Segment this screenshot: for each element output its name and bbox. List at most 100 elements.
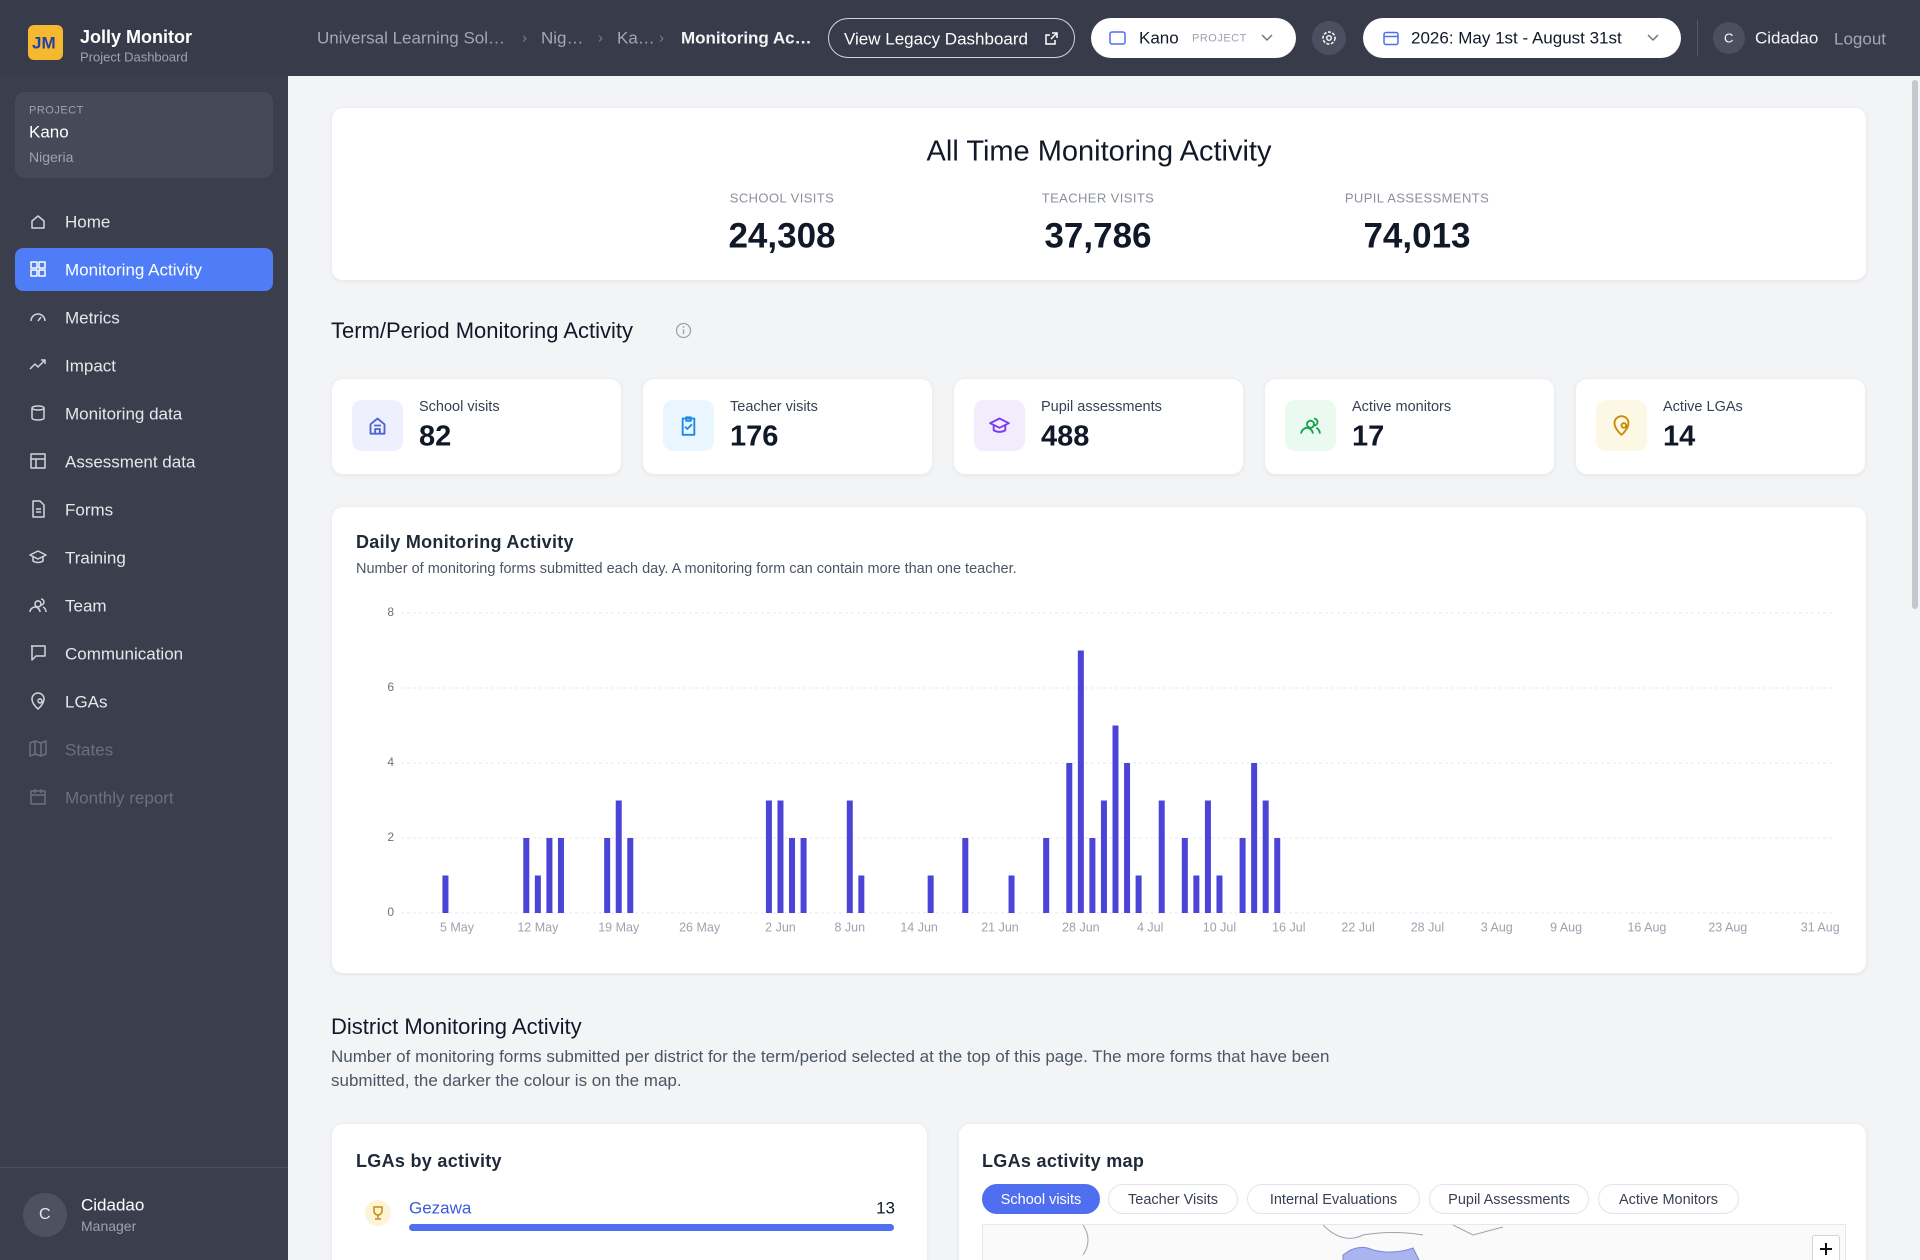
- app-logo[interactable]: JM: [28, 25, 63, 60]
- nav-item[interactable]: Impact: [15, 344, 273, 387]
- bar: [1158, 800, 1165, 913]
- settings-button[interactable]: [1312, 21, 1346, 55]
- section-title: District Monitoring Activity: [331, 1014, 582, 1039]
- stat-value: 17: [1352, 420, 1385, 453]
- user-name: Cidadao: [81, 1195, 145, 1215]
- nav-icon-path: [32, 500, 45, 518]
- x-tick-label: 10 Jul: [1203, 920, 1236, 934]
- nav-item[interactable]: Assessment data: [15, 440, 273, 483]
- bar: [777, 800, 784, 913]
- breadcrumb[interactable]: Nig…: [541, 28, 584, 48]
- info-icon[interactable]: [675, 322, 692, 339]
- calendar-icon: [1383, 31, 1399, 46]
- nav-icon: [31, 692, 45, 710]
- breadcrumb[interactable]: Universal Learning Sol…: [317, 28, 506, 48]
- stat-icon-path: [1613, 415, 1630, 436]
- bar: [615, 800, 622, 913]
- bar: [523, 838, 530, 913]
- stat-value: 14: [1663, 420, 1696, 453]
- y-tick-label: 4: [387, 755, 394, 769]
- bar: [1239, 838, 1246, 913]
- breadcrumb-separator: ›: [598, 29, 603, 47]
- project-tag: PROJECT: [1192, 32, 1247, 45]
- nav-item[interactable]: LGAs: [15, 680, 273, 723]
- nav-icon-path: [29, 550, 47, 564]
- nav-icon: [29, 598, 47, 613]
- map-tab[interactable]: Pupil Assessments: [1429, 1184, 1589, 1214]
- stat-label: Active monitors: [1352, 398, 1452, 415]
- map-tab[interactable]: Internal Evaluations: [1247, 1184, 1420, 1214]
- nav-item[interactable]: Team: [15, 584, 273, 627]
- nav-item[interactable]: Training: [15, 536, 273, 579]
- stat-value: 24,308: [728, 216, 836, 256]
- bar: [1100, 800, 1107, 913]
- user-role: Manager: [81, 1218, 137, 1234]
- stat-icon-path: [989, 417, 1010, 433]
- nav-item[interactable]: Monitoring Activity: [15, 248, 273, 291]
- bar: [846, 800, 853, 913]
- date-range-selector[interactable]: 2026: May 1st - August 31st: [1363, 18, 1681, 58]
- logout-link[interactable]: Logout: [1834, 29, 1886, 49]
- bar: [534, 875, 541, 913]
- nav-item[interactable]: States: [15, 728, 273, 771]
- nav-icon: [30, 313, 46, 322]
- nav-label: Monthly report: [65, 788, 174, 808]
- bar: [1112, 725, 1119, 913]
- user-avatar[interactable]: C: [23, 1193, 67, 1237]
- breadcrumb[interactable]: Ka…: [617, 28, 655, 48]
- bar: [546, 838, 553, 913]
- folder-icon: [1109, 31, 1126, 45]
- nav-label: Home: [65, 212, 111, 232]
- nav-icon-path: [31, 645, 46, 661]
- scrollbar-track: [1910, 76, 1920, 1260]
- bar: [927, 875, 934, 913]
- nav-label: Monitoring Activity: [65, 260, 202, 280]
- nav-icon: [29, 740, 47, 757]
- stat-label: PUPIL ASSESSMENTS: [1344, 190, 1490, 206]
- map-tab[interactable]: Teacher Visits: [1108, 1184, 1238, 1214]
- nav-icon: [29, 550, 47, 564]
- nav-item[interactable]: Monthly report: [15, 776, 273, 819]
- stat-label: Teacher visits: [730, 398, 818, 415]
- avatar-initial: C: [39, 1206, 51, 1223]
- bar: [1043, 838, 1050, 913]
- map-tab[interactable]: School visits: [982, 1184, 1100, 1214]
- nav-icon-path: [30, 789, 46, 805]
- stat-label: Active LGAs: [1663, 398, 1743, 415]
- stat-icon-glyph: [989, 417, 1010, 433]
- nav-icon: [30, 789, 46, 805]
- nav-item[interactable]: Home: [15, 200, 273, 243]
- tab-label: Active Monitors: [1618, 1191, 1719, 1208]
- legacy-dashboard-button[interactable]: View Legacy Dashboard: [828, 18, 1075, 58]
- zoom-in-button[interactable]: [1812, 1235, 1840, 1260]
- nav-icon-path: [31, 692, 45, 710]
- breadcrumb-separator: ›: [659, 29, 664, 47]
- stat-card: Active monitors 17: [1264, 378, 1555, 475]
- section-title: Term/Period Monitoring Activity: [331, 318, 633, 343]
- stat-icon: [352, 400, 403, 451]
- x-tick-label: 28 Jul: [1411, 920, 1444, 934]
- lga-bar: [409, 1224, 894, 1231]
- stat-icon-glyph: [1613, 415, 1630, 436]
- lga-bar-track: [409, 1224, 894, 1231]
- nav-label: Team: [65, 596, 107, 616]
- chevron-down: [1261, 34, 1273, 42]
- lga-name[interactable]: Gezawa: [409, 1198, 472, 1218]
- stat-icon-path: [681, 416, 696, 436]
- nav-item[interactable]: Metrics: [15, 296, 273, 339]
- bar: [1008, 875, 1015, 913]
- project-selector[interactable]: Kano PROJECT: [1091, 18, 1296, 58]
- map-area[interactable]: [982, 1224, 1846, 1260]
- nav-item[interactable]: Monitoring data: [15, 392, 273, 435]
- map-tab[interactable]: Active Monitors: [1598, 1184, 1739, 1214]
- nav-item[interactable]: Communication: [15, 632, 273, 675]
- nav-icon-path: [29, 359, 46, 370]
- user-avatar[interactable]: C: [1713, 22, 1745, 54]
- nav-item[interactable]: Forms: [15, 488, 273, 531]
- stat-card: Active LGAs 14: [1575, 378, 1866, 475]
- stat-card: School visits 82: [331, 378, 622, 475]
- divider: [1697, 20, 1698, 56]
- bar: [1274, 838, 1281, 913]
- nav-label: Impact: [65, 356, 117, 376]
- scrollbar-thumb[interactable]: [1912, 80, 1918, 609]
